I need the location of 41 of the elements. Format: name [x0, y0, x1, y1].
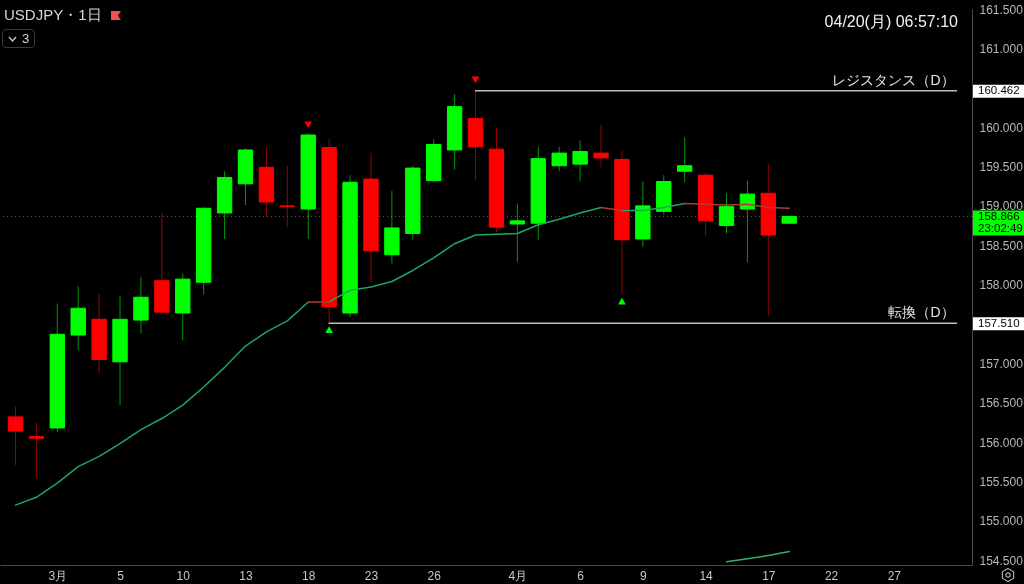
x-tick-label: 9 — [640, 568, 647, 583]
point — [325, 326, 334, 333]
x-tick-label: 13 — [239, 568, 253, 583]
y-tick-label: 161.000 — [979, 41, 1024, 56]
ref-line-label: 158.866 — [978, 209, 1020, 222]
point — [304, 121, 313, 129]
annotation: 3 — [22, 31, 30, 46]
y-tick-label: 160.000 — [979, 120, 1024, 135]
series-label: レジスタンス（D） — [832, 71, 955, 88]
y-tick-label: 157.000 — [979, 356, 1024, 371]
y-tick-label: 155.000 — [979, 514, 1024, 529]
x-tick-label: 18 — [302, 568, 316, 583]
text: 23:02:49 — [978, 221, 1023, 234]
x-tick-label: 23 — [364, 568, 379, 583]
x-tick-label: 27 — [887, 568, 902, 583]
series-label: 転換（D） — [888, 304, 955, 321]
x-tick-label: 17 — [762, 568, 776, 583]
y-tick-label: 161.500 — [979, 2, 1024, 17]
x-tick-label: 4月 — [508, 568, 528, 583]
x-tick-label: 10 — [176, 568, 191, 583]
x-tick-label: 26 — [427, 568, 442, 583]
x-tick-label: 14 — [699, 568, 714, 583]
y-tick-label: 154.500 — [979, 553, 1024, 568]
y-tick-label: 158.500 — [979, 238, 1024, 253]
y-tick-label: 158.000 — [979, 278, 1024, 293]
x-tick-label: 22 — [824, 568, 839, 583]
y-tick-label: 155.500 — [979, 475, 1024, 490]
point — [618, 297, 626, 305]
x-tick-label: 3月 — [48, 568, 68, 583]
chart-title: USDJPY・1日 — [4, 6, 102, 25]
line-series — [725, 550, 790, 563]
annotation: 04/20(月) 06:57:10 — [824, 12, 958, 32]
data-label: 157.510 — [978, 316, 1020, 329]
x-tick-label: 5 — [117, 568, 125, 583]
y-tick-label: 156.500 — [979, 396, 1024, 411]
y-tick-label: 156.000 — [979, 435, 1024, 450]
line-series — [328, 206, 602, 303]
y-tick-label: 159.500 — [979, 160, 1024, 175]
data-label: 160.462 — [978, 84, 1020, 97]
x-tick-label: 6 — [577, 568, 585, 583]
collapse-button: 3 — [2, 29, 36, 48]
